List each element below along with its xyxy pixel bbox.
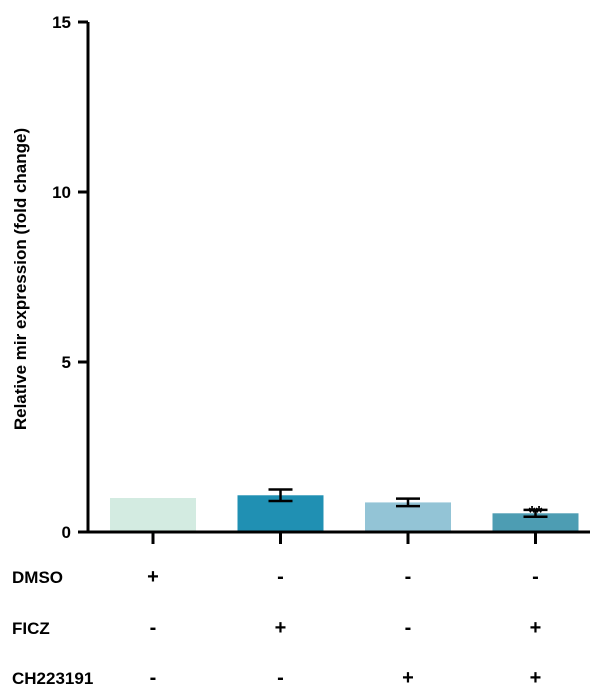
condition-sign: +: [530, 667, 542, 688]
significance-label: **: [528, 503, 542, 523]
condition-sign: +: [275, 617, 287, 639]
condition-label: DMSO: [12, 568, 63, 587]
bars-layer: [110, 495, 579, 532]
condition-sign: -: [150, 667, 157, 688]
y-axis-title: Relative mir expression (fold change): [11, 128, 30, 430]
y-ticks: 0 5 10 15: [52, 13, 88, 542]
axes-layer: [86, 22, 590, 534]
condition-sign: -: [532, 566, 539, 588]
condition-sign: +: [530, 617, 542, 639]
bar: [492, 513, 579, 532]
condition-sign: -: [277, 667, 284, 688]
condition-sign: +: [402, 667, 414, 688]
y-tick-label: 10: [52, 183, 71, 202]
condition-sign: -: [150, 617, 157, 639]
condition-sign: -: [405, 566, 412, 588]
condition-table: DMSO + - - - FICZ - + - + CH223191 - - + +: [12, 566, 541, 688]
condition-sign: +: [147, 566, 159, 588]
error-bars: **: [151, 488, 548, 544]
condition-sign: -: [277, 566, 284, 588]
bar: [110, 498, 196, 532]
y-tick-label: 5: [62, 353, 71, 372]
condition-label: CH223191: [12, 669, 93, 688]
condition-label: FICZ: [12, 619, 50, 638]
y-tick-label: 0: [62, 523, 71, 542]
y-tick-label: 15: [52, 13, 71, 32]
condition-sign: -: [405, 617, 412, 639]
